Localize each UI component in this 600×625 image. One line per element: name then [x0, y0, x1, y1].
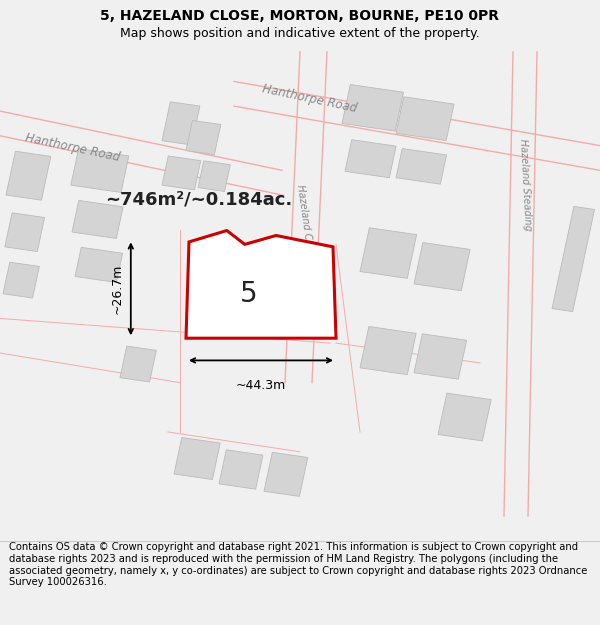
- Bar: [414, 242, 470, 291]
- Bar: [186, 121, 221, 154]
- Text: Contains OS data © Crown copyright and database right 2021. This information is : Contains OS data © Crown copyright and d…: [9, 542, 587, 587]
- Text: Hazeland Close: Hazeland Close: [295, 184, 315, 260]
- Text: Hazeland Steading: Hazeland Steading: [518, 139, 532, 231]
- Text: 5: 5: [240, 280, 258, 308]
- Bar: [552, 206, 595, 312]
- Bar: [6, 151, 51, 200]
- Text: ~26.7m: ~26.7m: [110, 264, 124, 314]
- Polygon shape: [186, 231, 336, 338]
- Bar: [438, 393, 491, 441]
- Bar: [162, 102, 200, 145]
- Text: Map shows position and indicative extent of the property.: Map shows position and indicative extent…: [120, 27, 480, 40]
- Bar: [396, 97, 454, 141]
- Bar: [264, 452, 308, 496]
- Bar: [396, 149, 446, 184]
- Bar: [120, 346, 157, 382]
- Bar: [71, 149, 129, 192]
- Bar: [5, 213, 44, 251]
- Text: ~746m²/~0.184ac.: ~746m²/~0.184ac.: [105, 191, 292, 209]
- Text: ~44.3m: ~44.3m: [236, 379, 286, 392]
- Text: 5, HAZELAND CLOSE, MORTON, BOURNE, PE10 0PR: 5, HAZELAND CLOSE, MORTON, BOURNE, PE10 …: [101, 9, 499, 23]
- Bar: [414, 334, 467, 379]
- Bar: [345, 140, 396, 177]
- Bar: [360, 326, 416, 374]
- Bar: [342, 84, 404, 131]
- Bar: [162, 156, 201, 190]
- Bar: [174, 438, 220, 479]
- Bar: [3, 262, 40, 298]
- Bar: [198, 161, 230, 191]
- Text: Hanthorpe Road: Hanthorpe Road: [24, 132, 121, 164]
- Bar: [75, 248, 122, 282]
- Bar: [219, 450, 263, 489]
- Bar: [360, 228, 416, 278]
- Bar: [72, 201, 123, 239]
- Text: Hanthorpe Road: Hanthorpe Road: [261, 82, 358, 115]
